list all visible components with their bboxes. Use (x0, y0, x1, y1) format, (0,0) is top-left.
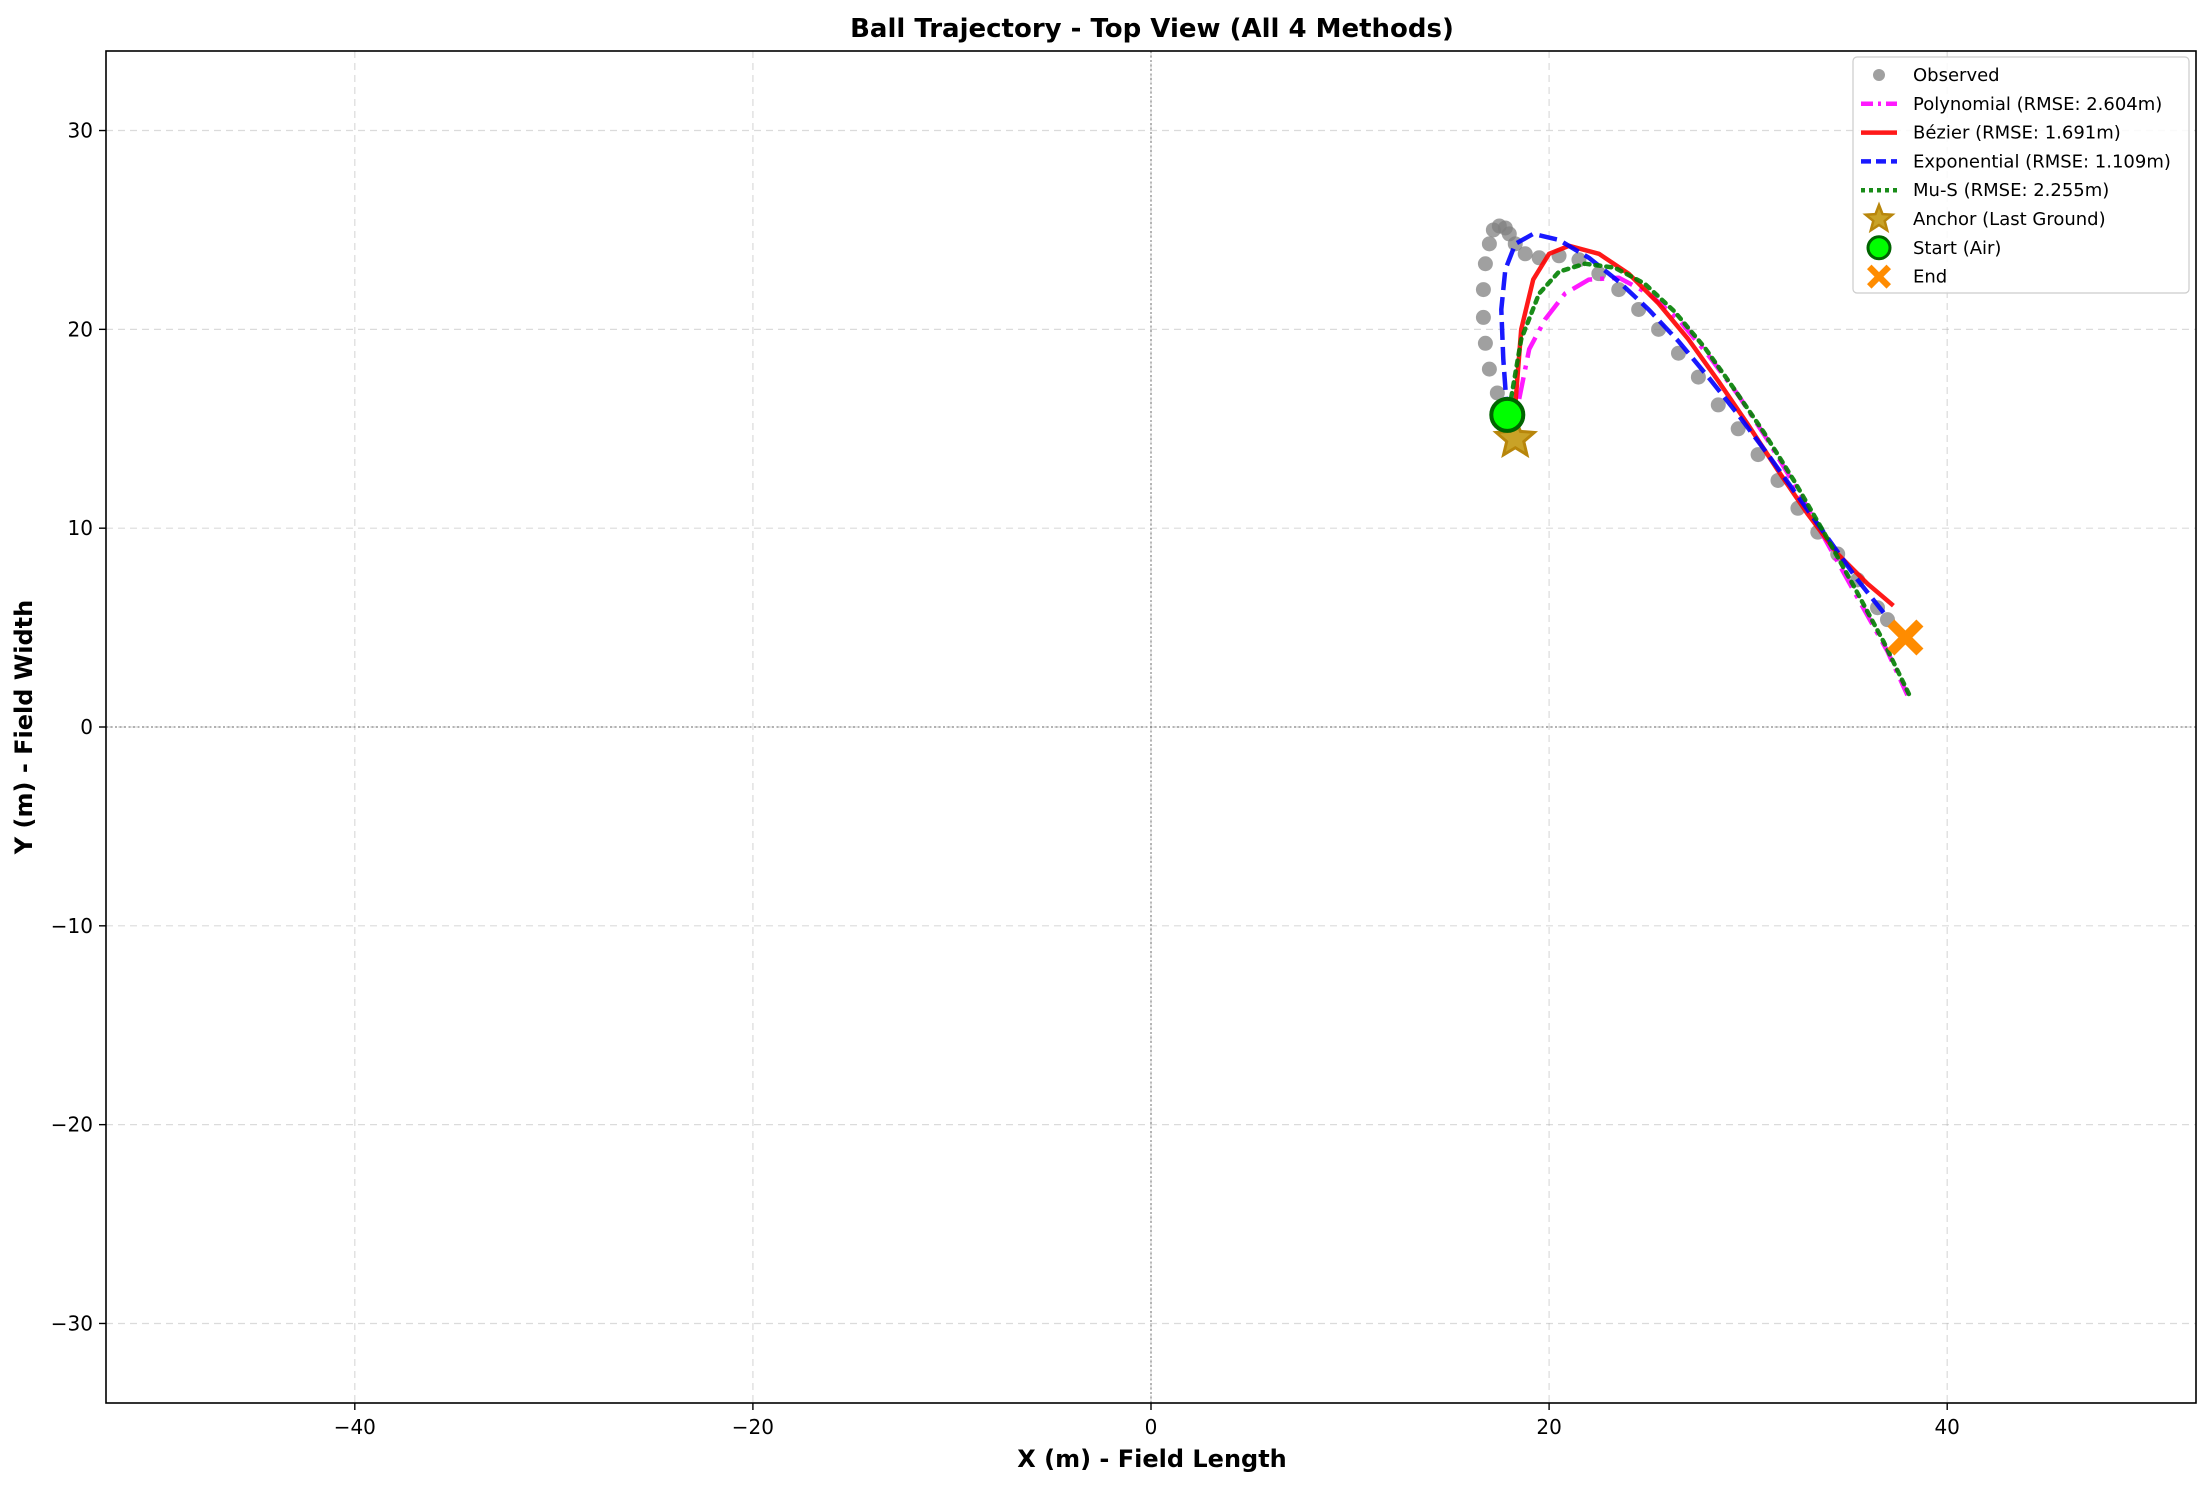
y-tick-label: −20 (51, 1113, 93, 1137)
x-axis-label: X (m) - Field Length (1017, 1445, 1287, 1473)
observed-point (1477, 335, 1493, 351)
marker-layer (1489, 396, 1924, 656)
legend-end-label: End (1913, 267, 1947, 288)
y-tick-label: 10 (68, 516, 93, 540)
observed-point (1481, 361, 1497, 377)
x-tick-label: 20 (1536, 1415, 1561, 1439)
observed-point (1517, 246, 1533, 262)
observed-point (1750, 447, 1766, 463)
legend-observed-swatch (1873, 69, 1885, 81)
y-tick-label: −10 (51, 914, 93, 938)
legend-anchor-swatch (1862, 201, 1896, 234)
end-marker (1887, 619, 1924, 656)
legend-exponential-label: Exponential (RMSE: 1.109m) (1913, 151, 2171, 172)
legend-end-swatch (1867, 264, 1891, 289)
observed-point (1489, 385, 1505, 401)
observed-point (1730, 421, 1746, 437)
series-layer (1475, 218, 1914, 702)
y-tick-label: 30 (68, 119, 93, 143)
y-tick-label: 0 (80, 715, 93, 739)
observed-point (1477, 256, 1493, 272)
legend-mus-label: Mu-S (RMSE: 2.255m) (1913, 180, 2109, 201)
legend-start-swatch (1866, 235, 1892, 261)
start-air-marker (1489, 396, 1526, 433)
anchor-star-marker (1492, 414, 1539, 459)
legend: Observed Polynomial (RMSE: 2.604m) Bézier … (1852, 56, 2190, 294)
observed-point (1481, 236, 1497, 252)
observed-point (1475, 309, 1491, 325)
chart-title: Ball Trajectory - Top View (All 4 Method… (850, 14, 1454, 44)
mus-line (1507, 261, 1914, 702)
x-tick-label: 40 (1934, 1415, 1959, 1439)
x-tick-label: 0 (1145, 1415, 1158, 1439)
legend-observed-label: Observed (1913, 65, 2000, 86)
observed-point (1475, 282, 1491, 298)
y-tick-label: −30 (51, 1311, 93, 1335)
exponential-line (1499, 231, 1890, 619)
legend-box (1852, 56, 2190, 294)
observed-point (1611, 282, 1627, 298)
observed-point (1670, 345, 1686, 361)
observed-point (1710, 397, 1726, 413)
y-axis-label: Y (m) - Field Width (10, 600, 38, 855)
tick-layer: −40 −20 0 20 40 −30 −20 −10 0 10 20 30 (51, 119, 1960, 1439)
x-tick-label: −40 (334, 1415, 376, 1439)
legend-bezier-label: Bézier (RMSE: 1.691m) (1913, 123, 2121, 144)
grid-layer (106, 51, 2196, 1403)
x-tick-label: −20 (732, 1415, 774, 1439)
legend-polynomial-label: Polynomial (RMSE: 2.604m) (1913, 94, 2162, 115)
legend-start-label: Start (Air) (1913, 238, 2001, 259)
y-tick-label: 20 (68, 317, 93, 341)
legend-anchor-label: Anchor (Last Ground) (1913, 209, 2106, 230)
observed-point (1690, 369, 1706, 385)
